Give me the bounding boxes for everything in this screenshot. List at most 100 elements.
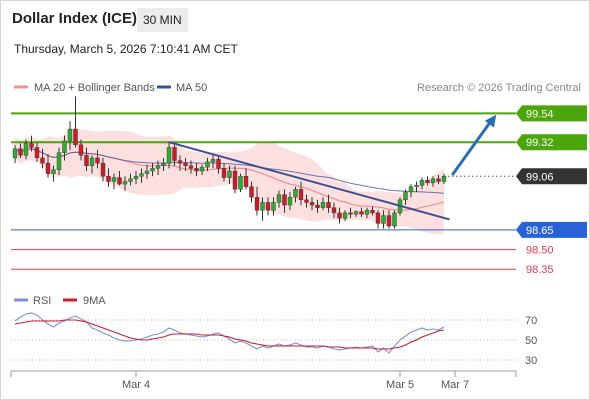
candle-body [436,178,441,182]
level-value-99.32: 99.32 [526,137,554,149]
candle-body [315,204,320,208]
level-tag-99.06 [516,168,587,185]
candle-body [271,202,276,211]
report-datetime: Thursday, March 5, 2026 7:10:41 AM CET [14,42,238,56]
time-axis-label: Mar 5 [386,379,414,391]
projection-arrow-shaft [451,119,493,176]
level-labels: 99.54 99.32 99.06 98.65 98.50 98.35 [516,105,587,276]
candle-body [188,165,194,169]
candle-body [34,147,40,159]
candle-body [320,202,326,208]
candle-body [205,161,210,168]
candle-body [122,181,128,185]
candle-body [161,162,166,166]
rsi-line [14,312,445,354]
timeframe-badge[interactable]: 30 MIN [137,8,188,32]
candle-body [144,170,150,174]
candle-body [227,170,232,178]
candle-body [29,143,34,148]
candle-body [18,148,23,156]
candle-body [348,212,353,215]
legend-9ma-label: 9MA [83,295,106,307]
candle-body [276,194,282,203]
candle-body [238,176,243,190]
legend-rsi-label: RSI [33,295,51,307]
candle-body [408,186,414,193]
candle-body [62,140,67,153]
candle-body [210,159,216,163]
candle-body [331,207,337,214]
candle-body [139,173,144,177]
candlesticks [12,96,447,229]
candle-body [183,162,188,166]
candle-body [216,159,221,169]
candle-body [232,170,238,190]
candle-body [364,210,370,215]
candle-body [293,189,298,198]
candle-body [199,166,205,172]
candle-body [309,202,315,206]
candle-body [249,186,254,198]
candle-body [353,211,359,215]
trend-annotations [168,114,497,221]
research-credit: Research © 2026 Trading Central [417,82,581,94]
projection-arrow-head [484,114,497,128]
candle-body [414,185,419,187]
candle-body [67,128,73,142]
level-tag-99.54 [516,105,587,122]
candle-body [375,212,381,224]
candle-body [172,147,177,161]
candle-body [221,168,227,178]
candle-body [304,199,309,203]
candle-body [287,197,293,206]
candle-body [106,176,111,182]
candle-body [89,157,95,166]
candle-body [166,147,172,164]
candle-body [155,165,161,169]
candle-body [78,144,84,156]
candle-body [282,194,287,206]
level-tag-99.32 [516,134,587,151]
candle-body [326,202,331,208]
legend-ma50-label: MA 50 [176,82,207,94]
candle-body [73,128,78,146]
level-value-99.54: 99.54 [526,108,554,120]
candle-body [100,162,106,177]
candle-body [430,178,436,183]
candle-body [23,143,29,156]
candle-body [298,189,304,201]
candle-body [260,202,265,211]
instrument-title: Dollar Index (ICE) [12,10,138,27]
candle-body [403,191,408,201]
candle-body [133,176,139,180]
candle-body [40,157,45,164]
rsi-tick-50: 50 [525,335,537,347]
time-axis: Mar 4 Mar 5 Mar 7 [10,370,517,391]
candle-body [51,169,56,174]
candle-body [12,148,18,159]
candle-body [265,202,271,211]
trendline [168,141,450,221]
candle-body [243,176,249,187]
candle-body [177,160,183,164]
candle-body [381,215,386,224]
candle-body [441,176,447,182]
candle-body [425,179,430,183]
candle-body [194,168,199,172]
candle-body [45,162,51,174]
rsi-ma-line [14,319,445,350]
time-axis-label: Mar 7 [441,379,469,391]
rsi-panel: 70 50 30 [11,312,537,367]
rsi-tick-30: 30 [525,355,537,367]
rsi-tick-70: 70 [525,315,537,327]
candle-body [392,212,397,227]
price-levels [11,112,516,270]
candle-body [359,211,364,215]
candle-body [370,210,375,214]
level-tag-98.65 [516,221,587,238]
candle-body [117,177,122,185]
candle-body [95,157,100,164]
level-value-98.50: 98.50 [526,245,554,257]
